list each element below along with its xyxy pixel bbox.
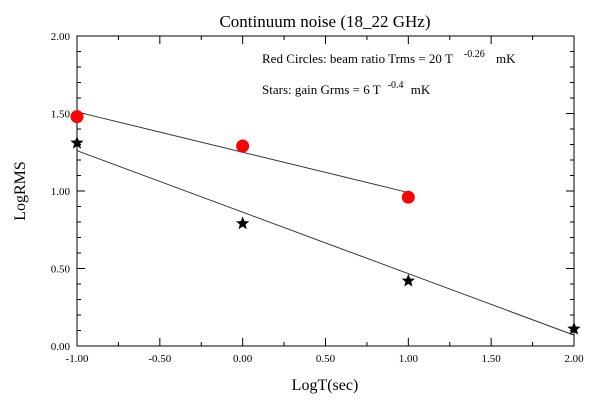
annotation-red-exponent: -0.26 <box>464 49 485 60</box>
y-axis-ticks: 0.00 0.50 1.00 1.50 2.00 <box>51 31 574 353</box>
x-axis-ticks: -1.00 -0.50 0.00 0.50 1.00 1.50 2.00 <box>66 36 584 365</box>
annotation-red-unit: mK <box>496 51 516 66</box>
annotation-stars-text: Stars: gain Grms = 6 T <box>262 82 381 97</box>
data-point-star <box>567 321 581 335</box>
annotation-stars: Stars: gain Grms = 6 T -0.4 mK <box>262 76 431 97</box>
y-tick-label: 2.00 <box>51 31 71 43</box>
y-tick-label: 1.00 <box>51 186 71 198</box>
annotation-stars-exponent: -0.4 <box>388 80 404 91</box>
data-point-circle <box>236 139 250 153</box>
x-tick-label: -1.00 <box>66 353 89 365</box>
y-tick-label: 1.50 <box>51 109 71 121</box>
annotation-stars-unit: mK <box>411 82 431 97</box>
data-markers <box>70 110 581 335</box>
x-axis-label: LogT(sec) <box>292 377 359 394</box>
x-tick-label: -0.50 <box>148 353 171 365</box>
chart-title: Continuum noise (18_22 GHz) <box>219 12 430 31</box>
data-point-star <box>70 135 84 149</box>
x-tick-label: 0.00 <box>233 353 253 365</box>
data-point-circle <box>70 110 84 124</box>
annotation-red-circles: Red Circles: beam ratio Trms = 20 T -0.2… <box>262 45 516 66</box>
annotation-red-text: Red Circles: beam ratio Trms = 20 T <box>262 51 453 66</box>
data-point-star <box>236 216 250 230</box>
x-tick-label: 1.50 <box>482 353 502 365</box>
y-axis-label: LogRMS <box>12 161 29 221</box>
data-point-circle <box>401 190 415 204</box>
y-tick-label: 0.50 <box>51 264 71 276</box>
x-tick-label: 0.50 <box>316 353 336 365</box>
fit-lines <box>76 111 575 336</box>
x-tick-label: 1.00 <box>399 353 419 365</box>
x-tick-label: 2.00 <box>564 353 584 365</box>
y-tick-label: 0.00 <box>51 341 71 353</box>
data-point-star <box>401 273 415 287</box>
fit-line-stars <box>76 150 575 336</box>
